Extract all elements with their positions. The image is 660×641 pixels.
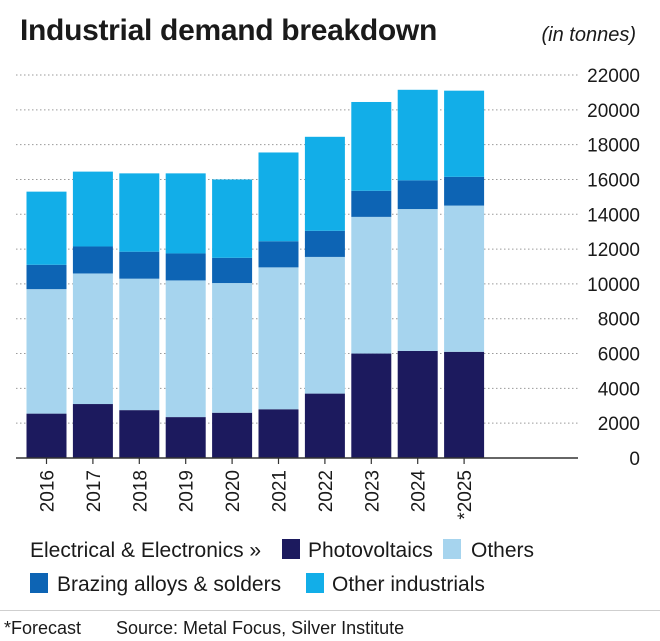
legend-label: Photovoltaics (308, 539, 433, 562)
bar-segment-brazing-alloys-solders (119, 251, 160, 279)
forecast-note: *Forecast (4, 618, 82, 638)
y-tick-label: 14000 (587, 205, 640, 226)
y-tick-label: 18000 (587, 136, 640, 157)
x-tick-label: 2024 (409, 470, 430, 513)
y-tick-label: 16000 (587, 170, 640, 191)
y-tick-label: 20000 (587, 101, 640, 122)
y-tick-label: 22000 (587, 66, 640, 87)
x-tick-label: 2020 (223, 470, 244, 512)
bar-segment-other-industrials (397, 89, 438, 181)
bar-segment-brazing-alloys-solders (258, 241, 299, 268)
y-tick-label: 12000 (587, 240, 640, 261)
legend-group-label: Electrical & Electronics » (30, 539, 261, 562)
bar-segment-photovoltaics (119, 410, 160, 458)
bar-segment-photovoltaics (258, 409, 299, 458)
y-tick-label: 10000 (587, 275, 640, 296)
x-tick-label: 2019 (177, 470, 198, 512)
legend-swatch (282, 539, 300, 559)
y-axis-ticks: 0 2000 4000 6000 8000 10000 12000 14000 16000 180… (587, 66, 640, 470)
bar-segment-other-industrials (258, 152, 299, 242)
legend: Electrical & Electronics » Photovoltaics O… (30, 539, 534, 596)
source-note: Source: Metal Focus, Silver Institute (116, 618, 405, 638)
bar-segment-photovoltaics (165, 417, 206, 458)
bar-segment-photovoltaics (397, 350, 438, 458)
y-tick-label: 4000 (598, 379, 640, 400)
bar-segment-photovoltaics (72, 404, 113, 458)
legend-label: Other industrials (332, 573, 485, 596)
bar-segment-photovoltaics (212, 412, 253, 458)
legend-label: Brazing alloys & solders (57, 573, 281, 596)
x-tick-label: 2021 (270, 470, 291, 512)
bar-segment-others (72, 273, 113, 405)
bar-segment-others (165, 280, 206, 418)
bar-segment-brazing-alloys-solders (397, 180, 438, 210)
bar-segment-brazing-alloys-solders (212, 257, 253, 284)
bar-segment-others (444, 205, 485, 352)
y-tick-label: 0 (629, 449, 640, 470)
y-tick-label: 2000 (598, 414, 640, 435)
bar-segment-others (351, 216, 392, 354)
bar-segment-brazing-alloys-solders (351, 190, 392, 217)
bar-segment-other-industrials (72, 171, 113, 247)
bar-segment-others (397, 209, 438, 351)
bar-segment-other-industrials (119, 173, 160, 252)
bar-segment-brazing-alloys-solders (165, 253, 206, 281)
legend-swatch (443, 539, 461, 559)
bar-segment-photovoltaics (444, 351, 485, 458)
bar-segment-brazing-alloys-solders (304, 230, 345, 257)
legend-label: Others (471, 539, 534, 562)
bar-segment-others (26, 289, 67, 414)
bar-segment-brazing-alloys-solders (26, 264, 67, 290)
bar-segment-brazing-alloys-solders (72, 246, 113, 274)
x-tick-label: 2017 (84, 470, 105, 512)
footer-divider (0, 610, 660, 611)
unit-label: (in tonnes) (541, 24, 637, 46)
bar-segment-other-industrials (26, 191, 67, 265)
bar-segment-other-industrials (444, 90, 485, 177)
bar-segment-others (258, 267, 299, 410)
bar-segment-other-industrials (165, 173, 206, 254)
bars (26, 89, 485, 458)
bar-segment-photovoltaics (351, 353, 392, 458)
legend-swatch (306, 573, 324, 593)
chart-title: Industrial demand breakdown (20, 14, 437, 47)
bar-segment-others (119, 278, 160, 411)
bar-segment-others (212, 283, 253, 413)
x-tick-label: 2022 (316, 470, 337, 512)
bar-segment-photovoltaics (26, 413, 67, 458)
bar-segment-others (304, 256, 345, 394)
bar-segment-other-industrials (351, 101, 392, 191)
bar-segment-brazing-alloys-solders (444, 176, 485, 206)
bar-segment-other-industrials (304, 136, 345, 231)
x-tick-label: 2016 (38, 470, 59, 512)
x-axis-ticks: 2016 2017 2018 2019 2020 2021 2022 2023 2024 *202… (38, 458, 476, 520)
x-tick-label: 2018 (130, 470, 151, 512)
x-tick-label: 2023 (362, 470, 383, 512)
y-tick-label: 6000 (598, 345, 640, 366)
y-tick-label: 8000 (598, 310, 640, 331)
legend-swatch (30, 573, 48, 593)
bar-segment-photovoltaics (304, 393, 345, 458)
x-tick-label: *2025 (455, 470, 476, 520)
bar-segment-other-industrials (212, 179, 253, 258)
